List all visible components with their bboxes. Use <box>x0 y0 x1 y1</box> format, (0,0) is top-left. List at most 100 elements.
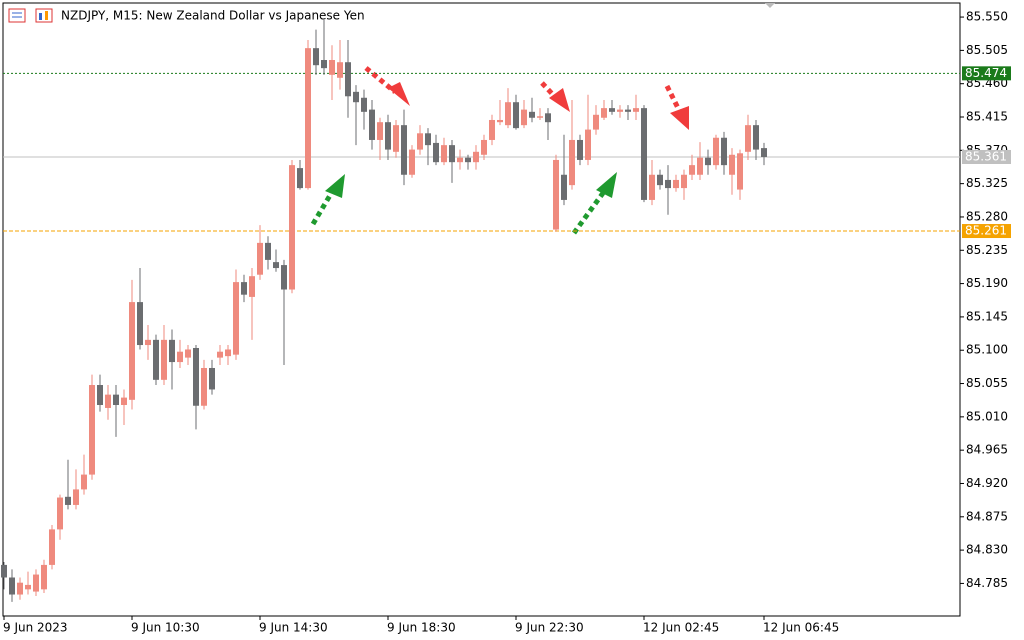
candle-body <box>721 137 727 166</box>
candle-body <box>521 109 527 126</box>
y-tick-label: 84.920 <box>966 476 1008 490</box>
candle-body <box>249 276 255 297</box>
candle-body <box>465 157 471 163</box>
x-tick-label: 12 Jun 06:45 <box>763 621 839 635</box>
candle-body <box>273 262 279 269</box>
candle-body <box>553 159 559 230</box>
candle-body <box>689 165 695 175</box>
y-tick-label: 85.280 <box>966 209 1008 223</box>
candle-body <box>137 302 143 346</box>
y-tick-label: 84.965 <box>966 443 1008 457</box>
candle-body <box>41 564 47 590</box>
arrow-head <box>325 174 345 198</box>
candle-body <box>641 108 647 200</box>
candle-body <box>377 122 383 140</box>
y-tick-label: 85.190 <box>966 276 1008 290</box>
x-tick-label: 12 Jun 02:45 <box>643 621 719 635</box>
candle-body <box>257 242 263 275</box>
candle-body <box>409 149 415 175</box>
candle-body <box>33 574 39 592</box>
candle-body <box>145 339 151 346</box>
candle-body <box>481 139 487 155</box>
arrow-head <box>549 88 570 112</box>
candle-body <box>625 109 631 112</box>
candle-body <box>393 125 399 152</box>
candle-body <box>361 97 367 112</box>
candle-body <box>433 142 439 163</box>
candle-body <box>337 62 343 78</box>
candle-body <box>17 582 23 595</box>
candle-body <box>449 145 455 163</box>
candle-body <box>297 168 303 189</box>
candle-body <box>737 153 743 190</box>
candle-body <box>497 119 503 123</box>
candle-body <box>425 133 431 146</box>
candle-body <box>681 174 687 189</box>
y-tick-label: 85.010 <box>966 409 1008 423</box>
arrow-head <box>596 172 617 198</box>
y-tick-label: 84.785 <box>966 576 1008 590</box>
y-tick-label: 85.325 <box>966 176 1008 190</box>
candle-body <box>105 394 111 408</box>
candle-body <box>577 139 583 160</box>
x-tick-label: 9 Jun 2023 <box>3 621 68 635</box>
y-tick-label: 85.505 <box>966 43 1008 57</box>
candle-body <box>321 60 327 69</box>
candle-body <box>545 113 551 123</box>
candle-body <box>73 489 79 505</box>
price-level-box <box>962 66 1011 81</box>
candle-body <box>753 125 759 150</box>
candle-body <box>49 529 55 565</box>
price-level-label: 85.361 <box>965 149 1007 163</box>
candle-body <box>329 60 335 75</box>
candle-body <box>65 496 71 505</box>
candle-body <box>193 347 199 406</box>
candle-body <box>129 302 135 400</box>
icon-bar <box>39 13 42 20</box>
chart-title: NZDJPY, M15: New Zealand Dollar vs Japan… <box>61 9 365 23</box>
candle-body <box>401 125 407 175</box>
candle-body <box>609 108 615 112</box>
candle-body <box>153 339 159 380</box>
candle-body <box>649 174 655 200</box>
toolbar-icons <box>8 8 53 23</box>
candle-body <box>1 564 7 578</box>
candle-body <box>177 351 183 363</box>
candle-body <box>313 48 319 66</box>
x-tick-label: 9 Jun 14:30 <box>259 621 328 635</box>
candle-body <box>225 349 231 357</box>
icon <box>35 8 53 23</box>
candle-body <box>353 91 359 103</box>
annotation-arrows <box>310 66 689 235</box>
candle-body <box>761 148 767 157</box>
candle-body <box>345 62 351 97</box>
candle-body <box>633 108 639 112</box>
candle-body <box>89 385 95 475</box>
arrow-head <box>388 82 410 106</box>
candle-body <box>209 367 215 390</box>
arrow-head <box>670 106 689 130</box>
candle-body <box>57 497 63 530</box>
candle-body <box>81 474 87 490</box>
candle-body <box>569 139 575 186</box>
candle-body <box>233 282 239 355</box>
candle-body <box>305 48 311 189</box>
y-tick-label: 84.875 <box>966 509 1008 523</box>
candle-body <box>705 157 711 166</box>
candle-body <box>665 179 671 189</box>
candle-body <box>25 584 31 590</box>
candle-body <box>385 122 391 150</box>
candle-body <box>161 339 167 380</box>
candle-body <box>593 114 599 130</box>
y-tick-label: 85.055 <box>966 376 1008 390</box>
y-tick-label: 85.100 <box>966 343 1008 357</box>
candle-body <box>265 242 271 260</box>
y-tick-label: 85.415 <box>966 110 1008 124</box>
candle-body <box>617 109 623 112</box>
plot-frame <box>2 2 961 617</box>
candle-body <box>121 397 127 406</box>
arrow-shaft <box>664 84 683 114</box>
candle-body <box>713 137 719 166</box>
candle-body <box>489 119 495 140</box>
